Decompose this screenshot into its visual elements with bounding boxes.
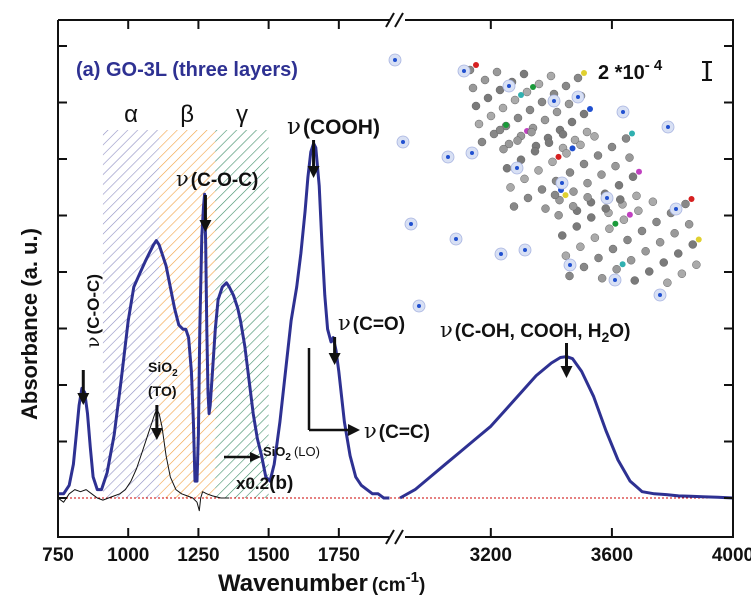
graphene-sheet-2 <box>550 187 702 287</box>
label-cc: ν (C=C) <box>364 419 430 443</box>
label-cooh: ν(COOH) <box>287 114 380 140</box>
band-label-1: β <box>180 101 194 128</box>
chart-title: (a) GO-3L (three layers) <box>76 59 298 81</box>
x-tick-label: 1000 <box>107 545 149 566</box>
axis-break-bottom-0 <box>385 529 395 545</box>
scale-bar-label: 2 *10- 4 <box>598 57 663 84</box>
x-tick-label: 3600 <box>591 545 633 566</box>
x-tick-label: 3200 <box>470 545 512 566</box>
x-tick-label: 1250 <box>177 545 219 566</box>
series-line-0 <box>58 142 390 500</box>
band-0 <box>102 130 160 498</box>
x-tick-label: 1500 <box>247 545 289 566</box>
scale-bar: 2 *10- 4 <box>598 57 712 84</box>
label-sio2-to: SiO2 <box>148 359 178 379</box>
band-label-2: γ <box>236 101 248 128</box>
label-oh: ν (C-OH, COOH, H2O) <box>440 318 630 345</box>
label-coc-2: ν (C-O-C) <box>176 167 258 191</box>
arrow-cooh-head <box>307 166 320 178</box>
series-layer <box>57 142 734 512</box>
graphene-sheet-1 <box>495 122 642 218</box>
arrow-oh-head <box>560 366 573 378</box>
band-label-0: α <box>124 101 138 128</box>
arrow-coc-1-head <box>77 393 90 405</box>
label-sio2-lo: SiO2 (LO) <box>263 444 320 463</box>
x-tick-label: 1750 <box>318 545 360 566</box>
y-axis-title: Absorbance (a. u.) <box>17 228 42 420</box>
label-coc-1: ν(C-O-C) <box>82 274 104 348</box>
arrow-sio2-lo-head <box>250 452 261 462</box>
arrow-cc-head <box>348 424 360 436</box>
axis-right-bottom-2 <box>405 19 734 538</box>
arrow-co-head <box>328 353 341 365</box>
label-co: ν (C=O) <box>338 311 405 335</box>
label-multiplier: x0.2(b) <box>236 473 293 494</box>
axis-break-top-0 <box>385 12 395 28</box>
ticks-layer: 750 1000 1250 1500 1750 3200 3600 4000 <box>42 20 751 566</box>
arrow-coc-2-head <box>199 220 212 232</box>
x-tick-label: 4000 <box>712 545 751 566</box>
series-line-2 <box>57 408 230 512</box>
label-sio2-to-extra: (TO) <box>148 383 177 399</box>
series-line-1 <box>399 355 734 500</box>
bands-layer: α β γ <box>102 101 269 498</box>
molecule-illustration <box>388 53 702 313</box>
graphene-sheet-0 <box>465 62 593 153</box>
axis-break-bottom-1 <box>394 529 404 545</box>
arrow-sio2-to-head <box>150 428 163 440</box>
x-tick-label: 750 <box>42 545 74 566</box>
band-2 <box>215 130 269 498</box>
annotation-layer: ν(C-O-C) SiO2 (TO) ν (C-O-C) ν(COOH) ν (C=O) ν (C… <box>77 114 630 494</box>
x-axis-title: Wavenumber (cm-1) <box>218 569 425 597</box>
axis-break-top-1 <box>394 12 404 28</box>
